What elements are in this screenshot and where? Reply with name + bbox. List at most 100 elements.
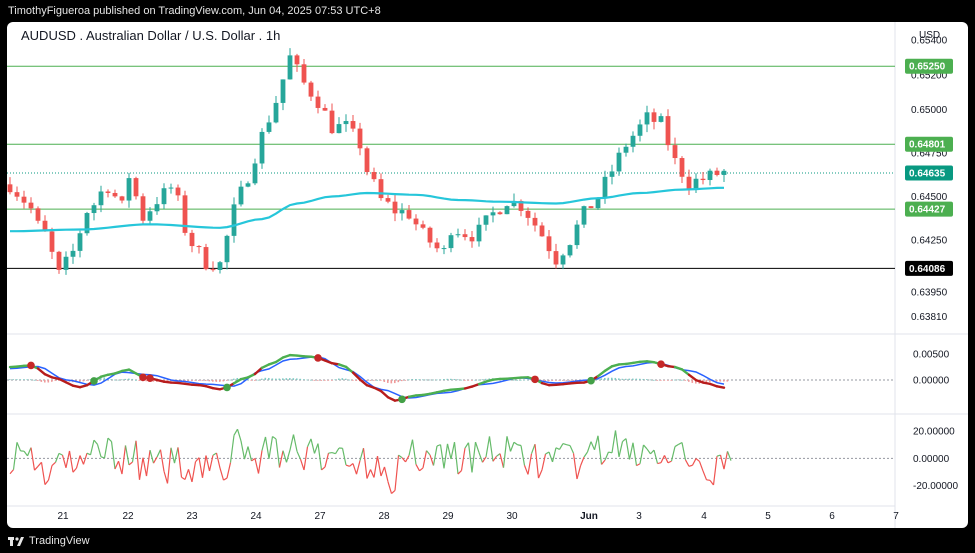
- osc1-histogram-bar: [450, 378, 452, 380]
- osc2-line-segment: [398, 454, 403, 459]
- osc1-histogram-bar: [453, 378, 456, 380]
- chart-panel[interactable]: AUDUSD . Australian Dollar / U.S. Dollar…: [7, 22, 968, 528]
- osc2-line-segment: [691, 458, 697, 466]
- osc1-histogram-bar: [124, 378, 127, 380]
- osc2-line-segment: [369, 469, 375, 478]
- osc2-line-segment: [306, 438, 312, 448]
- osc1-histogram-bar: [684, 379, 687, 381]
- candle-body: [532, 217, 538, 226]
- candle-body: [217, 262, 223, 270]
- osc1-fast-segment: [596, 369, 607, 378]
- osc1-histogram-bar: [310, 379, 312, 381]
- osc1-histogram-bar: [474, 379, 477, 381]
- candle-body: [322, 107, 328, 111]
- osc2-line-segment: [79, 455, 85, 465]
- osc1-histogram-bar: [723, 379, 725, 382]
- osc1-histogram-bar: [33, 379, 36, 381]
- osc2-line-segment: [517, 444, 522, 447]
- candle-body: [49, 231, 55, 252]
- time-tick-label: 7: [893, 511, 899, 522]
- osc1-fast-segment: [470, 382, 481, 388]
- candle-body: [182, 195, 188, 233]
- moving-average-line: [10, 186, 725, 233]
- candle-body: [553, 251, 559, 265]
- osc2-line-segment: [432, 445, 438, 466]
- osc2-line-segment: [698, 461, 704, 472]
- osc2-line-segment: [566, 444, 571, 447]
- osc1-cross-up-marker: [90, 377, 98, 385]
- candle-body: [287, 55, 293, 80]
- osc1-histogram-bar: [485, 378, 487, 380]
- osc2-line-segment: [223, 477, 228, 481]
- osc2-line-segment: [541, 453, 547, 470]
- osc2-line-segment: [674, 443, 679, 448]
- osc1-histogram-bar: [313, 379, 316, 381]
- osc2-line-segment: [341, 448, 347, 466]
- osc1-fast-segment: [365, 384, 376, 389]
- osc2-line-segment: [324, 453, 330, 468]
- osc1-cross-down-marker: [146, 374, 154, 382]
- osc1-histogram-bar: [138, 379, 141, 381]
- candle-body: [462, 234, 468, 238]
- osc2-line-segment: [726, 451, 732, 461]
- osc1-histogram-bar: [523, 379, 526, 381]
- osc1-histogram-bar: [642, 378, 645, 380]
- osc1-histogram-bar: [597, 378, 599, 380]
- osc1-cross-up-marker: [398, 395, 406, 404]
- osc1-fast-segment: [274, 356, 285, 364]
- osc1-histogram-bar: [100, 377, 102, 380]
- candle-body: [42, 220, 48, 232]
- osc2-line-segment: [355, 460, 361, 475]
- osc2-line-segment: [545, 451, 550, 455]
- osc2-line-segment: [93, 439, 98, 445]
- osc2-line-segment: [460, 447, 466, 471]
- osc1-histogram-bar: [352, 379, 354, 381]
- osc2-line-segment: [622, 438, 627, 443]
- osc1-histogram-bar: [565, 379, 568, 381]
- price-chart[interactable]: AUDUSD . Australian Dollar / U.S. Dollar…: [7, 22, 968, 528]
- candle-body: [476, 224, 482, 242]
- osc2-line-segment: [100, 456, 105, 459]
- osc1-histogram-bar: [425, 379, 428, 381]
- osc1-histogram-bar: [117, 379, 120, 381]
- osc1-fast-segment: [715, 385, 726, 389]
- osc2-line-segment: [681, 442, 687, 461]
- osc2-line-segment: [534, 444, 540, 479]
- osc1-histogram-bar: [653, 379, 655, 381]
- candle-body: [175, 187, 181, 196]
- candle-body: [651, 112, 657, 122]
- osc1-histogram-bar: [320, 379, 323, 381]
- candle-body: [35, 208, 41, 221]
- osc1-histogram-bar: [625, 378, 627, 380]
- osc2-line-segment: [450, 442, 456, 460]
- osc2-line-segment: [163, 471, 169, 484]
- candle-body: [336, 124, 342, 134]
- osc2-line-segment: [695, 458, 700, 462]
- candle-body: [140, 196, 146, 221]
- osc1-fast-segment: [337, 363, 348, 369]
- osc2-line-segment: [257, 450, 263, 474]
- osc2-line-segment: [131, 440, 137, 463]
- osc1-histogram-bar: [23, 379, 25, 380]
- last-price-tag-box: [905, 165, 953, 181]
- osc1-histogram-bar: [338, 378, 340, 380]
- osc1-fast-segment: [687, 373, 698, 382]
- osc2-line-segment: [191, 461, 197, 483]
- price-tick-label: 0.63950: [911, 288, 948, 299]
- candle-body: [196, 246, 202, 248]
- candle-body: [637, 124, 643, 136]
- osc1-histogram-bar: [233, 378, 235, 380]
- osc1-histogram-bar: [278, 378, 281, 380]
- osc1-histogram-bar: [205, 379, 207, 381]
- osc1-histogram-bar: [282, 378, 284, 380]
- price-tick-label: 0.65400: [911, 36, 948, 47]
- chart-title: AUDUSD . Australian Dollar / U.S. Dollar…: [21, 28, 280, 43]
- osc1-histogram-bar: [681, 379, 683, 381]
- osc2-line-segment: [61, 454, 67, 468]
- osc1-histogram-bar: [516, 379, 519, 381]
- osc1-fast-segment: [603, 365, 614, 373]
- candle-body: [280, 79, 286, 103]
- osc1-fast-segment: [386, 396, 397, 402]
- osc2-line-segment: [569, 445, 575, 454]
- osc1-histogram-bar: [618, 378, 620, 380]
